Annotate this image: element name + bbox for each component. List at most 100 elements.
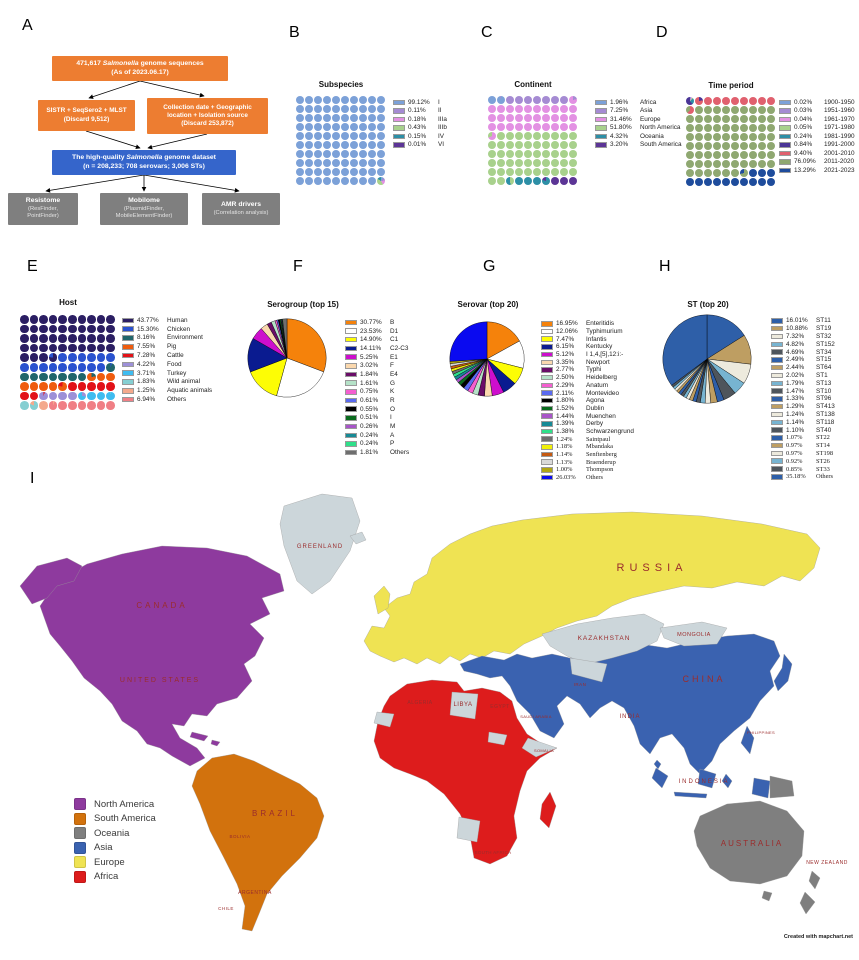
legend-label: 1971-1980 xyxy=(824,124,855,132)
legend-label: 1961-1970 xyxy=(824,115,855,123)
waffle-dot xyxy=(87,391,96,401)
map-legend-row: North America xyxy=(74,797,156,812)
legend-swatch xyxy=(779,108,791,114)
pie-slice-B xyxy=(286,318,327,373)
waffle-dot xyxy=(350,114,358,122)
waffle-dot xyxy=(67,334,77,343)
waffle-dot xyxy=(332,96,340,104)
legend-percentage: 15.30% xyxy=(137,325,159,333)
legend-label: Typhi xyxy=(586,366,602,374)
waffle-dot xyxy=(686,169,694,177)
legend-percentage: 0.97% xyxy=(786,442,803,450)
legend-row: 1.18% Mbandaka xyxy=(541,443,634,451)
waffle-dot xyxy=(560,105,568,113)
legend-percentage: 0.85% xyxy=(786,465,803,473)
waffle-dot xyxy=(305,132,313,140)
waffle-dot xyxy=(67,391,77,401)
legend-swatch xyxy=(541,413,553,419)
legend-swatch xyxy=(771,474,783,480)
waffle-dot xyxy=(704,133,712,141)
map-landmasses xyxy=(19,493,821,932)
legend-row: 1.38% Schwarzengrund xyxy=(541,428,634,436)
legend-swatch xyxy=(771,357,783,363)
legend-row: 0.55% O xyxy=(345,405,409,414)
legend-label: Schwarzengrund xyxy=(586,427,634,435)
serogroup-legend: 30.77% B 23.53% D1 14.90% C1 14.11% C2-C3 5.25% E… xyxy=(345,318,409,457)
legend-percentage: 0.18% xyxy=(408,115,427,123)
legend-swatch xyxy=(345,345,357,352)
waffle-dot xyxy=(713,97,721,105)
waffle-dot xyxy=(551,150,559,158)
waffle-dot xyxy=(488,141,496,149)
waffle-dot xyxy=(722,97,730,105)
legend-percentage: 0.11% xyxy=(408,107,426,115)
legend-percentage: 0.55% xyxy=(360,405,379,413)
waffle-dot xyxy=(731,169,739,177)
legend-row: 76.09% 2011-2020 xyxy=(779,158,855,167)
map-label-somalia: SOMALIA xyxy=(534,748,554,753)
legend-swatch xyxy=(541,467,553,473)
map-iceland xyxy=(349,531,367,545)
legend-label: II xyxy=(438,107,442,115)
waffle-dot xyxy=(305,159,313,167)
legend-row: 4.82% ST152 xyxy=(771,340,835,348)
waffle-dot xyxy=(533,123,541,131)
waffle-dot xyxy=(704,151,712,159)
legend-row: 4.22% Food xyxy=(122,360,212,369)
legend-label: South America xyxy=(640,141,682,149)
legend-row: 3.20% South America xyxy=(595,141,682,150)
map-legend-swatch xyxy=(74,827,86,840)
waffle-dot xyxy=(368,168,376,176)
waffle-dot xyxy=(569,96,577,104)
pie-slice-ST11 xyxy=(706,314,745,360)
legend-label: C1 xyxy=(390,336,399,344)
flowchart-box-total-genomes: 471,617 Salmonella genome sequences (As … xyxy=(52,56,228,81)
legend-row: 15.30% Chicken xyxy=(122,325,212,334)
waffle-dot xyxy=(350,150,358,158)
legend-percentage: 1.24% xyxy=(786,410,805,418)
legend-row: 1.14% Senftenberg xyxy=(541,451,634,459)
waffle-dot xyxy=(695,151,703,159)
st-legend: 16.01% ST11 10.88% ST19 7.32% ST32 4.82% ST152 4… xyxy=(771,317,835,481)
legend-label: ST152 xyxy=(816,340,835,348)
legend-percentage: 2.02% xyxy=(786,371,805,379)
legend-percentage: 5.25% xyxy=(360,353,379,361)
waffle-dot xyxy=(695,133,703,141)
waffle-dot xyxy=(87,362,96,372)
legend-row: 1.96% Africa xyxy=(595,98,682,107)
waffle-dot xyxy=(551,105,559,113)
waffle-dot xyxy=(722,142,730,150)
map-label-australia: AUSTRALIA xyxy=(721,839,783,848)
waffle-dot xyxy=(39,401,48,410)
waffle-dot xyxy=(77,401,87,410)
legend-label: Europe xyxy=(640,115,661,123)
waffle-dot xyxy=(314,177,322,185)
waffle-dot xyxy=(296,132,304,140)
waffle-dot xyxy=(767,124,775,132)
waffle-dot xyxy=(341,141,349,149)
serogroup-chart-title: Serogroup (top 15) xyxy=(267,300,339,309)
waffle-dot xyxy=(314,96,322,104)
legend-percentage: 23.53% xyxy=(360,327,382,335)
waffle-dot xyxy=(296,159,304,167)
legend-swatch xyxy=(541,344,553,350)
waffle-dot xyxy=(551,159,559,167)
panel-label-e: E xyxy=(27,258,38,275)
waffle-dot xyxy=(368,96,376,104)
waffle-dot xyxy=(48,353,58,362)
waffle-dot xyxy=(506,141,514,149)
waffle-dot xyxy=(377,114,385,122)
waffle-dot xyxy=(323,123,331,131)
legend-swatch xyxy=(393,116,405,122)
map-somalia xyxy=(521,737,558,758)
waffle-dot xyxy=(506,114,514,122)
legend-row: 1.14% ST118 xyxy=(771,418,835,426)
waffle-dot xyxy=(686,97,694,105)
waffle-dot xyxy=(686,178,694,186)
waffle-dot xyxy=(758,97,766,105)
waffle-dot xyxy=(731,124,739,132)
waffle-dot xyxy=(87,372,96,382)
waffle-dot xyxy=(533,141,541,149)
waffle-dot xyxy=(740,97,748,105)
waffle-dot xyxy=(332,159,340,167)
